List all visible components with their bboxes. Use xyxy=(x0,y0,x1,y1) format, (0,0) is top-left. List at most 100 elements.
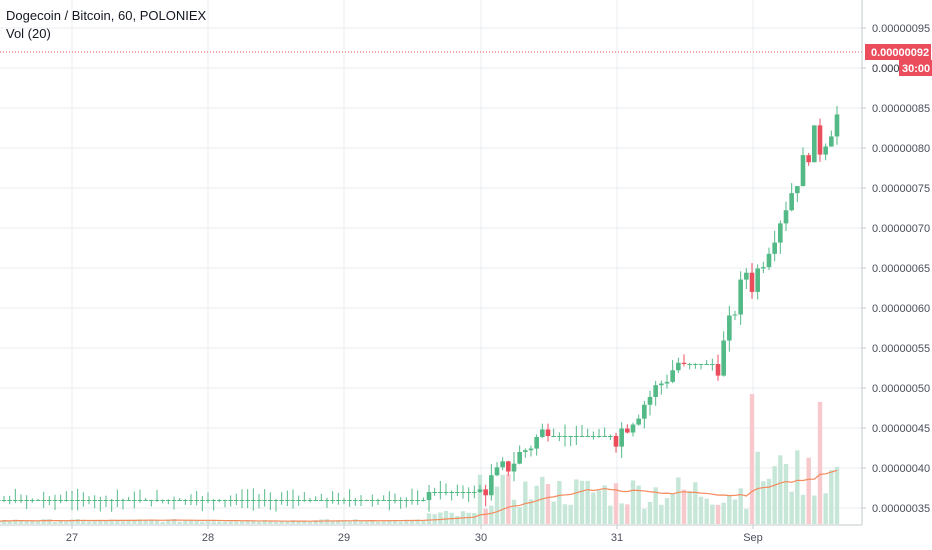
volume-bar xyxy=(710,504,715,524)
candle-body xyxy=(744,272,749,280)
volume-bar xyxy=(761,481,766,524)
volume-bar xyxy=(387,520,392,524)
volume-bar xyxy=(545,484,551,524)
candle-body xyxy=(336,500,341,501)
volume-bar xyxy=(642,508,647,524)
volume-bar xyxy=(625,504,630,524)
volume-bar xyxy=(766,478,772,524)
candle-body xyxy=(630,424,636,433)
candle-body xyxy=(557,436,562,437)
volume-bar xyxy=(370,520,375,524)
candle-body xyxy=(800,155,806,187)
candle-body xyxy=(455,492,460,493)
volume-bar xyxy=(273,521,279,524)
volume-bar xyxy=(285,521,290,524)
candle-body xyxy=(506,461,511,472)
volume-bar xyxy=(330,520,335,524)
candle-body xyxy=(732,314,738,316)
candle-body xyxy=(370,500,375,501)
candle-body xyxy=(670,370,675,382)
volume-bar xyxy=(126,519,131,524)
candle-body xyxy=(829,136,834,147)
candle-body xyxy=(676,362,681,371)
volume-bar xyxy=(738,488,743,524)
volume-bar xyxy=(795,450,800,524)
candle-body xyxy=(426,492,432,500)
candle-body xyxy=(256,500,262,501)
volume-bar xyxy=(404,519,409,524)
volume-bar xyxy=(409,519,415,524)
candle-body xyxy=(789,193,794,211)
candle-body xyxy=(806,155,811,163)
candle-body xyxy=(35,500,41,501)
volume-bar xyxy=(302,520,307,524)
candle-body xyxy=(636,418,641,425)
volume-bar xyxy=(755,451,760,524)
candle-body xyxy=(647,396,653,405)
volume-bar xyxy=(86,521,92,524)
price-tick-label: 0.00000055 xyxy=(872,343,930,355)
volume-ma-polyline xyxy=(0,469,838,522)
volume-bar xyxy=(47,519,52,524)
volume-bar xyxy=(472,512,477,524)
candle-body xyxy=(500,461,505,468)
volume-bar xyxy=(341,520,347,524)
candle-body xyxy=(591,436,596,437)
grid-lines xyxy=(0,0,862,525)
candle-body xyxy=(47,500,52,501)
volume-bar xyxy=(744,508,749,524)
volume-bar xyxy=(636,485,641,524)
volume-bar xyxy=(188,520,194,524)
candle-body xyxy=(778,223,783,243)
volume-bar xyxy=(698,496,704,524)
time-axis[interactable]: 27 28 29 30 31 Sep xyxy=(0,524,862,544)
candle-body xyxy=(177,500,182,501)
volume-indicator-label[interactable]: Vol (20) xyxy=(6,26,51,41)
volume-bar xyxy=(109,519,114,524)
price-axis[interactable]: 0.000000950.000000900.000000850.00000080… xyxy=(861,0,932,525)
volume-bar xyxy=(234,521,239,524)
candle-body xyxy=(449,492,454,493)
volume-bar xyxy=(670,493,675,524)
volume-bar xyxy=(704,498,709,524)
volume-bar xyxy=(783,464,789,524)
candle-body xyxy=(613,436,619,447)
volume-bar xyxy=(687,490,692,524)
time-tick-label: 29 xyxy=(338,532,350,544)
candle-body xyxy=(602,436,607,437)
volume-bar xyxy=(817,402,823,524)
volume-bar xyxy=(41,519,46,524)
volume-bar xyxy=(823,493,828,524)
volume-bar xyxy=(778,455,783,524)
price-tick-label: 0.00000040 xyxy=(872,463,930,475)
volume-bar xyxy=(313,520,318,524)
candle-body xyxy=(642,404,647,419)
candle-body xyxy=(375,500,381,501)
candle-body xyxy=(245,500,250,501)
volume-bar xyxy=(205,520,211,524)
candle-body xyxy=(625,428,630,433)
volume-bar xyxy=(0,521,1,524)
candle-body xyxy=(160,500,165,501)
volume-bar xyxy=(506,474,511,524)
candle-body xyxy=(75,500,80,501)
volume-bar xyxy=(579,480,585,524)
candle-body xyxy=(268,500,273,501)
candle-body xyxy=(727,315,732,341)
candle-body xyxy=(409,500,415,501)
candle-body xyxy=(749,272,755,292)
candle-body xyxy=(279,500,284,501)
candle-body xyxy=(772,242,777,254)
volume-bar xyxy=(183,520,188,524)
volume-bar xyxy=(500,474,505,524)
candles xyxy=(0,105,840,512)
candle-body xyxy=(398,500,403,501)
candle-body xyxy=(715,364,721,376)
time-tick-label: Sep xyxy=(743,532,763,544)
volume-bar xyxy=(557,481,562,524)
candle-body xyxy=(574,436,579,437)
price-tick-label: 0.00000045 xyxy=(872,423,930,435)
candle-body xyxy=(432,492,437,493)
volume-bar xyxy=(18,520,24,524)
